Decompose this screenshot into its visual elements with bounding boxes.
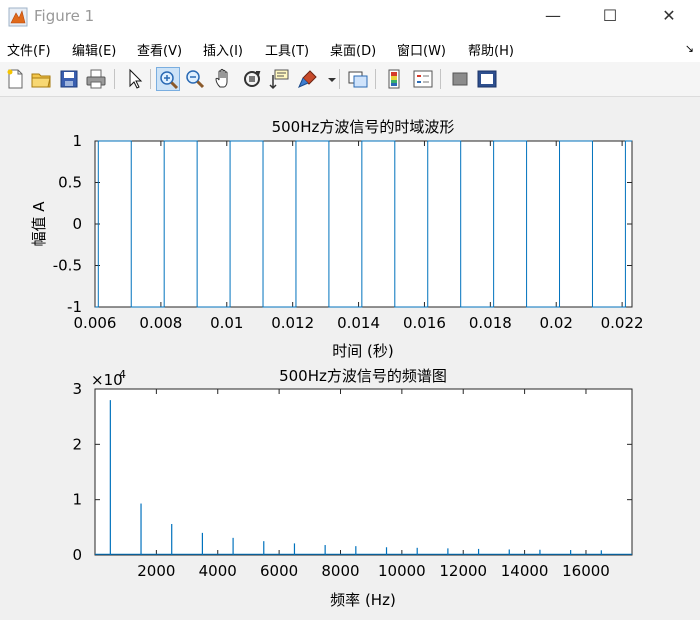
x-tick-label: 16000 — [562, 562, 610, 580]
window-title: Figure 1 — [34, 7, 95, 25]
menu-insert[interactable]: 插入(I) — [203, 44, 243, 59]
x-tick-label: 0.022 — [601, 314, 644, 332]
menu-help[interactable]: 帮助(H) — [468, 44, 514, 59]
spectrum-chart-title: 500Hz方波信号的频谱图 — [279, 367, 447, 385]
legend-icon[interactable] — [411, 67, 435, 91]
spectrum-axes-box — [94, 388, 633, 556]
brush-icon[interactable] — [296, 67, 320, 91]
maximize-button[interactable]: ☐ — [602, 6, 618, 25]
spectrum-y-ticks: 0 1 2 3 — [72, 380, 632, 564]
spectrum-axes[interactable]: 500Hz方波信号的频谱图 频率 (Hz) ×10 4 2000 4000 6000… — [72, 367, 633, 609]
new-figure-icon[interactable] — [3, 67, 27, 91]
print-icon[interactable] — [84, 67, 108, 91]
time-x-axis-label: 时间 (秒) — [332, 342, 393, 360]
time-domain-axes[interactable]: 500Hz方波信号的时域波形 时间 (秒) 幅值 A 0.006 0.008 0.0… — [30, 118, 644, 360]
y-tick-label: 1 — [72, 132, 82, 150]
y-tick-label: 3 — [72, 380, 82, 398]
rotate-3d-icon[interactable] — [240, 67, 264, 91]
spectrum-lines — [95, 400, 632, 555]
toolbar — [0, 62, 700, 97]
show-plot-tools-icon[interactable] — [475, 67, 499, 91]
menu-view[interactable]: 查看(V) — [137, 44, 183, 59]
y-tick-label: -0.5 — [53, 257, 82, 275]
x-tick-label: 10000 — [378, 562, 426, 580]
x-tick-label: 14000 — [501, 562, 549, 580]
spectrum-x-ticks: 2000 4000 6000 8000 10000 12000 14000 16000 — [137, 389, 610, 580]
toolbar-separator — [440, 69, 441, 89]
close-button[interactable]: ✕ — [662, 6, 676, 25]
open-file-icon[interactable] — [29, 67, 53, 91]
time-chart-title: 500Hz方波信号的时域波形 — [272, 118, 455, 136]
link-plot-icon[interactable] — [346, 67, 370, 91]
x-tick-label: 0.014 — [337, 314, 380, 332]
menu-file[interactable]: 文件(F) — [7, 44, 51, 59]
pointer-icon[interactable] — [122, 67, 146, 91]
figure-svg: 500Hz方波信号的时域波形 时间 (秒) 幅值 A 0.006 0.008 0.0… — [30, 118, 644, 609]
save-icon[interactable] — [57, 67, 81, 91]
toolbar-separator — [339, 69, 340, 89]
time-axes-box — [94, 140, 633, 308]
x-tick-label: 0.006 — [74, 314, 117, 332]
y-tick-label: -1 — [67, 298, 82, 316]
colorbar-icon[interactable] — [383, 67, 407, 91]
x-tick-label: 0.008 — [139, 314, 182, 332]
spectrum-x-axis-label: 频率 (Hz) — [330, 591, 396, 609]
menu-bar: 文件(F) 编辑(E) 查看(V) 插入(I) 工具(T) 桌面(D) 窗口(W… — [0, 34, 700, 62]
zoom-out-icon[interactable] — [183, 67, 207, 91]
x-tick-label: 2000 — [137, 562, 175, 580]
matlab-logo-icon — [8, 7, 28, 27]
x-tick-label: 6000 — [260, 562, 298, 580]
menu-edit[interactable]: 编辑(E) — [72, 44, 117, 59]
dock-arrow-icon[interactable]: ↘ — [684, 42, 694, 55]
spectrum-exponent-power: 4 — [119, 368, 126, 381]
title-bar: Figure 1 — ☐ ✕ — [0, 0, 700, 34]
time-y-ticks: -1 -0.5 0 0.5 1 — [53, 132, 632, 316]
x-tick-label: 0.018 — [469, 314, 512, 332]
x-tick-label: 8000 — [321, 562, 359, 580]
menu-tools[interactable]: 工具(T) — [265, 44, 310, 59]
y-tick-label: 0 — [72, 546, 82, 564]
y-tick-label: 0 — [72, 215, 82, 233]
x-tick-label: 0.016 — [403, 314, 446, 332]
pan-hand-icon[interactable] — [212, 67, 236, 91]
menu-window[interactable]: 窗口(W) — [397, 44, 446, 59]
data-cursor-icon[interactable] — [268, 67, 292, 91]
toolbar-separator — [375, 69, 376, 89]
toolbar-separator — [150, 69, 151, 89]
spectrum-exponent-label: ×10 — [91, 371, 123, 389]
toolbar-separator — [114, 69, 115, 89]
x-tick-label: 0.012 — [271, 314, 314, 332]
time-y-axis-label: 幅值 A — [30, 201, 48, 247]
brush-dropdown-icon[interactable] — [320, 67, 336, 91]
minimize-button[interactable]: — — [545, 6, 561, 25]
hide-plot-tools-icon[interactable] — [448, 67, 472, 91]
figure-canvas[interactable]: 500Hz方波信号的时域波形 时间 (秒) 幅值 A 0.006 0.008 0.0… — [0, 97, 700, 616]
time-x-ticks: 0.006 0.008 0.01 0.012 0.014 0.016 0.018 0.02 0.… — [74, 141, 644, 332]
zoom-in-icon[interactable] — [156, 67, 180, 91]
x-tick-label: 0.02 — [540, 314, 573, 332]
square-wave-line — [95, 140, 632, 308]
y-tick-label: 2 — [72, 435, 82, 453]
y-tick-label: 0.5 — [58, 174, 82, 192]
x-tick-label: 0.01 — [210, 314, 243, 332]
x-tick-label: 12000 — [439, 562, 487, 580]
menu-desktop[interactable]: 桌面(D) — [330, 44, 377, 59]
y-tick-label: 1 — [72, 491, 82, 509]
x-tick-label: 4000 — [199, 562, 237, 580]
